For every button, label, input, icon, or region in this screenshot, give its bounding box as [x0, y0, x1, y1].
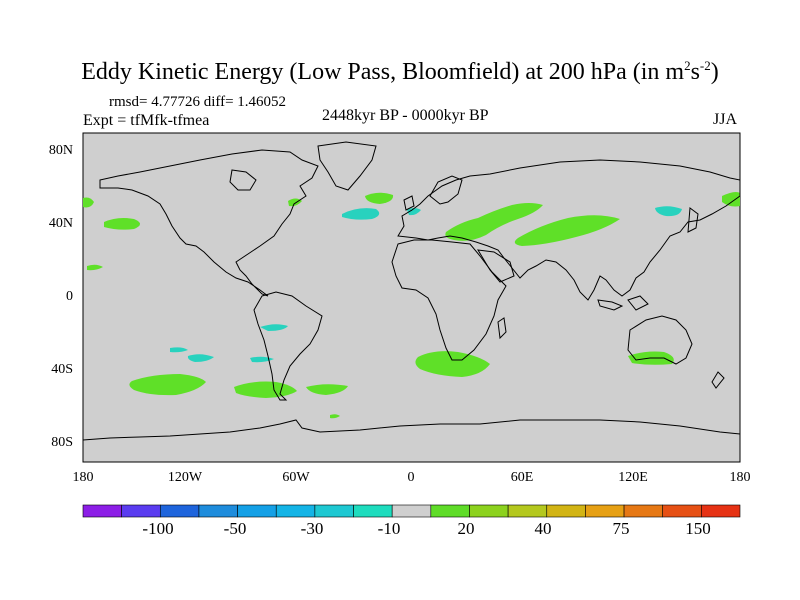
negative-anomalies	[170, 206, 682, 363]
negative-patch	[655, 206, 682, 217]
positive-anomalies	[83, 192, 740, 419]
colorbar-swatch	[353, 504, 393, 518]
colorbar-swatch	[275, 504, 316, 518]
lon-label-180e: 180	[729, 470, 751, 485]
positive-patch	[330, 414, 340, 419]
new-zealand-coast	[711, 371, 725, 389]
lon-label-60e: 60E	[510, 470, 534, 485]
negative-patch	[407, 208, 421, 216]
north-america-coast	[99, 149, 319, 297]
positive-patch	[415, 351, 490, 377]
chart-title: Eddy Kinetic Energy (Low Pass, Bloomfiel…	[81, 58, 719, 85]
lon-label-180w: 180	[72, 470, 94, 485]
negative-patch	[170, 347, 188, 353]
colorbar-swatch	[391, 504, 432, 518]
negative-patch	[342, 208, 380, 220]
rmsd-diff-text: rmsd= 4.77726 diff= 1.46052	[109, 94, 287, 110]
colorbar-swatch	[469, 504, 509, 518]
colorbar	[82, 504, 741, 518]
colorbar-label: -30	[300, 519, 324, 538]
period-label: 2448kyr BP - 0000kyr BP	[322, 107, 489, 124]
lon-label-120w: 120W	[167, 470, 203, 485]
coastlines	[82, 141, 741, 441]
colorbar-swatch	[507, 504, 548, 518]
lat-label-40n: 40N	[48, 216, 73, 231]
positive-patch	[722, 192, 740, 207]
colorbar-swatch	[585, 504, 625, 518]
season-label: JJA	[713, 111, 738, 128]
colorbar-swatch	[82, 504, 122, 518]
british-isles-coast	[403, 195, 415, 211]
africa-coast	[391, 239, 507, 361]
positive-patch	[306, 384, 348, 395]
lon-label-0: 0	[407, 470, 415, 485]
colorbar-swatch	[198, 504, 238, 518]
colorbar-swatch	[701, 504, 741, 518]
colorbar-swatch	[623, 504, 664, 518]
south-america-coast	[253, 291, 323, 401]
colorbar-label: -50	[223, 519, 247, 538]
madagascar-coast	[497, 317, 507, 340]
colorbar-label: 20	[457, 519, 475, 538]
indonesia-coast	[597, 299, 624, 311]
greenland-coast	[317, 141, 377, 191]
colorbar-swatch	[662, 504, 702, 518]
colorbar-swatch	[159, 504, 200, 518]
japan-coast	[687, 207, 699, 233]
lat-label-40s: 40S	[51, 362, 73, 377]
arabia-coast	[477, 249, 515, 283]
lat-label-80n: 80N	[48, 143, 73, 158]
negative-patch	[260, 324, 288, 331]
colorbar-label: 75	[612, 519, 630, 538]
colorbar-label: 40	[534, 519, 552, 538]
antarctica-coast	[82, 419, 741, 441]
lat-label-80s: 80S	[51, 435, 73, 450]
colorbar-swatch	[314, 504, 354, 518]
scandinavia-coast	[429, 175, 463, 205]
lon-label-60w: 60W	[282, 470, 310, 485]
positive-patch	[87, 264, 103, 271]
positive-patch	[445, 203, 543, 241]
positive-patch	[514, 215, 620, 246]
australia-coast	[627, 315, 693, 365]
lat-label-0: 0	[66, 289, 73, 304]
colorbar-swatch	[546, 504, 586, 518]
positive-patch	[104, 218, 140, 230]
positive-patch	[234, 381, 297, 398]
experiment-label: Expt = tfMfk-tfmea	[83, 112, 210, 129]
positive-patch	[83, 197, 94, 208]
positive-patch	[365, 192, 394, 204]
borneo-coast	[627, 295, 649, 311]
colorbar-swatch	[121, 504, 161, 518]
positive-patch	[129, 374, 206, 396]
colorbar-label: -100	[142, 519, 174, 538]
hudson-bay-coast	[229, 169, 257, 191]
negative-patch	[187, 354, 214, 362]
map-plot-area	[82, 132, 741, 463]
colorbar-swatch	[430, 504, 470, 518]
colorbar-label: 150	[685, 519, 711, 538]
colorbar-label: -10	[377, 519, 401, 538]
colorbar-swatch	[237, 504, 277, 518]
lon-label-120e: 120E	[618, 470, 648, 485]
